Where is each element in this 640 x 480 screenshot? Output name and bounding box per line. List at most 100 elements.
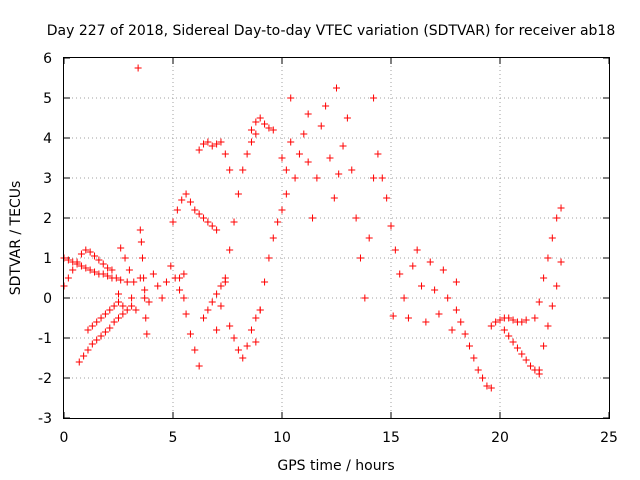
data-point (77, 262, 85, 270)
data-point (200, 314, 208, 322)
data-point (84, 346, 92, 354)
data-point (418, 282, 426, 290)
data-point (167, 262, 175, 270)
data-point (75, 358, 83, 366)
data-point (535, 366, 543, 374)
data-point (540, 342, 548, 350)
data-point (108, 266, 116, 274)
x-tick-label: 10 (273, 430, 291, 446)
data-point (247, 326, 255, 334)
data-point (226, 322, 234, 330)
series-arc-a (60, 254, 125, 284)
data-point (88, 322, 96, 330)
data-point (522, 316, 530, 324)
data-point (173, 206, 181, 214)
data-point (182, 310, 190, 318)
data-point (91, 252, 99, 260)
data-point (465, 342, 473, 350)
data-point (452, 306, 460, 314)
data-point (487, 322, 495, 330)
data-point (540, 274, 548, 282)
data-point (226, 166, 234, 174)
data-point (470, 354, 478, 362)
series-outliers (134, 64, 397, 320)
data-point (217, 138, 225, 146)
data-point (452, 278, 460, 286)
data-point (439, 266, 447, 274)
data-point (300, 130, 308, 138)
data-point (265, 254, 273, 262)
data-point (322, 102, 330, 110)
data-point (115, 314, 122, 322)
data-point (544, 254, 552, 262)
data-point (93, 336, 101, 344)
data-point (143, 330, 151, 338)
data-point (208, 222, 216, 230)
data-point (230, 218, 238, 226)
data-point (252, 118, 260, 126)
data-point (326, 154, 334, 162)
y-axis-label: SDTVAR / TECUs (8, 181, 24, 296)
data-point (88, 340, 96, 348)
tick-labels: 0 5 10 15 20 25 -3 -2 -1 0 1 2 3 4 5 6 (38, 51, 618, 446)
y-tick-label: 0 (43, 291, 52, 307)
data-point (195, 362, 203, 370)
data-point (256, 114, 264, 122)
data-point (400, 294, 408, 302)
data-point (487, 384, 495, 392)
data-point (208, 298, 216, 306)
data-point (544, 322, 552, 330)
data-point (553, 214, 561, 222)
x-tick-label: 5 (169, 430, 178, 446)
data-point (145, 298, 153, 306)
data-point (483, 382, 491, 390)
data-point (195, 210, 203, 218)
data-point (557, 204, 565, 212)
data-point (125, 266, 133, 274)
x-tick-label: 20 (491, 430, 509, 446)
data-point (186, 330, 194, 338)
y-tick-label: 3 (43, 171, 52, 187)
data-point (291, 174, 299, 182)
data-point (389, 312, 397, 320)
data-point (101, 328, 109, 336)
data-point (134, 64, 142, 72)
data-point (330, 194, 338, 202)
data-point (404, 314, 412, 322)
data-point (213, 290, 221, 298)
data-point (278, 206, 286, 214)
data-point (182, 190, 190, 198)
data-point (343, 114, 351, 122)
data-point (557, 258, 565, 266)
data-point (269, 234, 277, 242)
data-point (309, 214, 317, 222)
data-point (239, 354, 247, 362)
y-tick-label: 2 (43, 211, 52, 227)
data-point (112, 274, 120, 282)
data-point (176, 274, 184, 282)
data-point (474, 366, 482, 374)
data-point (287, 138, 295, 146)
data-point (269, 126, 277, 134)
data-point (186, 198, 194, 206)
data-point (93, 318, 101, 326)
data-point (527, 362, 535, 370)
data-point (73, 258, 81, 266)
x-axis-label: GPS time / hours (277, 458, 394, 474)
data-point (518, 350, 526, 358)
series-rise-k (213, 130, 260, 334)
data-point (140, 274, 148, 282)
data-point (243, 342, 251, 350)
data-point (513, 344, 521, 352)
data-point (213, 326, 221, 334)
data-point (204, 218, 212, 226)
series-arc-c (75, 302, 136, 366)
data-point (304, 158, 312, 166)
data-point (104, 272, 112, 280)
data-point (383, 194, 391, 202)
series-arc-i (169, 190, 221, 234)
data-point (69, 266, 77, 274)
data-point (221, 150, 229, 158)
data-point (178, 196, 186, 204)
data-point (426, 258, 434, 266)
